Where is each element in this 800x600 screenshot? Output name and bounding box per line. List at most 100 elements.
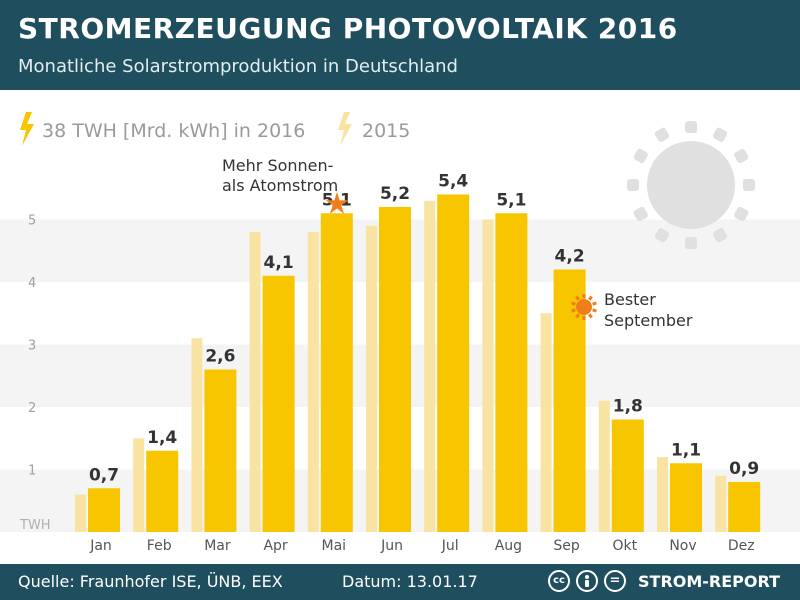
bar-2015 bbox=[133, 438, 145, 532]
y-tick-label: 2 bbox=[28, 401, 36, 416]
x-tick-label: Aug bbox=[495, 538, 522, 554]
annotation-may-line2: als Atomstrom bbox=[222, 176, 338, 195]
bar-2016 bbox=[146, 450, 179, 532]
bar-2016 bbox=[611, 419, 644, 532]
data-label: 0,7 bbox=[89, 465, 119, 485]
sun-ray bbox=[743, 179, 755, 191]
x-axis-labels: Jan Feb Mar Apr Mai Jun Jul Aug Sep Okt Nov Dez bbox=[89, 538, 754, 554]
sun-badge-icon bbox=[571, 294, 597, 320]
bar-2015 bbox=[715, 475, 727, 532]
data-label: 5,4 bbox=[438, 172, 468, 192]
bar-2015 bbox=[424, 200, 436, 532]
sun-badge-ray bbox=[588, 313, 593, 319]
value-labels: 0,71,42,64,15,15,25,45,14,21,81,10,9 bbox=[89, 172, 759, 486]
annotation-sep-line1: Bester bbox=[604, 290, 656, 309]
lightning-icon bbox=[20, 112, 34, 146]
bar-2015 bbox=[598, 400, 610, 532]
source-text: Quelle: Fraunhofer ISE, ÜNB, EEX bbox=[18, 572, 283, 591]
annotation-sep-line2: September bbox=[604, 311, 693, 330]
data-label: 5,2 bbox=[380, 184, 410, 204]
bar-2015 bbox=[540, 313, 552, 532]
sun-badge-ray bbox=[592, 301, 597, 306]
person-icon bbox=[576, 570, 598, 592]
x-tick-label: Apr bbox=[263, 538, 287, 554]
legend: 38 TWH [Mrd. kWh] in 2016 2015 bbox=[20, 112, 410, 146]
bar-2016 bbox=[670, 463, 702, 532]
x-tick-label: Okt bbox=[612, 538, 637, 554]
series-2015 bbox=[75, 200, 727, 532]
bar-2015 bbox=[249, 232, 261, 532]
bar-2015 bbox=[366, 225, 377, 532]
data-label: 4,2 bbox=[555, 247, 585, 267]
x-tick-label: Dez bbox=[728, 538, 755, 554]
sun-ray bbox=[685, 237, 697, 249]
sun-ray bbox=[734, 206, 749, 222]
annotation-may-line1: Mehr Sonnen- bbox=[222, 156, 333, 175]
legend-label-2015: 2015 bbox=[362, 120, 410, 142]
bar-2016 bbox=[379, 207, 411, 532]
x-tick-label: Sep bbox=[553, 538, 580, 554]
bar-2015 bbox=[657, 457, 668, 532]
x-tick-label: Jan bbox=[89, 538, 112, 554]
y-axis-ticks: 1 2 3 4 5 bbox=[28, 214, 36, 479]
sun-ray bbox=[627, 179, 639, 191]
cc-icon: cc bbox=[548, 570, 570, 592]
sun-badge-ray bbox=[592, 308, 597, 313]
x-tick-label: Jun bbox=[380, 538, 403, 554]
sun-badge-ray bbox=[582, 316, 586, 320]
x-tick-label: Jul bbox=[441, 538, 459, 554]
data-label: 1,8 bbox=[613, 397, 643, 417]
chart: 38 TWH [Mrd. kWh] in 2016 2015 TWH 1 2 3 4 5… bbox=[0, 112, 800, 554]
legend-label-2016: 38 TWH [Mrd. kWh] in 2016 bbox=[42, 120, 305, 142]
bar-2015 bbox=[482, 219, 494, 532]
bar-2016 bbox=[88, 488, 120, 532]
data-label: 4,1 bbox=[264, 253, 294, 273]
sun-ray bbox=[734, 148, 749, 164]
page-subtitle: Monatliche Solarstromproduktion in Deuts… bbox=[18, 56, 458, 77]
sun-ray bbox=[712, 127, 728, 142]
bar-2016 bbox=[437, 194, 470, 532]
lightning-icon bbox=[338, 112, 352, 146]
sun-badge-ray bbox=[571, 301, 576, 306]
bar-2015 bbox=[191, 338, 203, 532]
data-label: 0,9 bbox=[729, 459, 759, 479]
y-tick-label: 3 bbox=[28, 339, 36, 354]
x-tick-label: Feb bbox=[147, 538, 172, 554]
bar-2016 bbox=[495, 213, 528, 532]
y-tick-label: 1 bbox=[28, 464, 36, 479]
sun-badge-ray bbox=[582, 294, 586, 298]
star-icon bbox=[325, 192, 349, 214]
sun-badge-ray bbox=[571, 308, 576, 313]
data-label: 2,6 bbox=[205, 347, 235, 367]
data-label: 5,1 bbox=[496, 190, 526, 210]
y-axis-label: TWH bbox=[19, 518, 51, 533]
sun-badge-ray bbox=[588, 295, 593, 301]
bar-2016 bbox=[262, 275, 295, 532]
brand-name: STROM-REPORT bbox=[638, 572, 781, 591]
x-tick-label: Mar bbox=[204, 538, 231, 554]
sun-ray bbox=[633, 148, 648, 164]
y-tick-label: 4 bbox=[28, 276, 36, 291]
date-text: Datum: 13.01.17 bbox=[342, 572, 478, 591]
header: STROMERZEUGUNG PHOTOVOLTAIK 2016 Monatli… bbox=[0, 0, 800, 90]
data-label: 1,1 bbox=[671, 440, 701, 460]
equals-icon: = bbox=[604, 570, 626, 592]
x-tick-label: Mai bbox=[322, 538, 347, 554]
sun-ray bbox=[633, 206, 648, 222]
sun-ray bbox=[712, 228, 728, 243]
bar-2016 bbox=[204, 369, 237, 532]
sun-icon bbox=[627, 121, 755, 249]
bar-2015 bbox=[75, 494, 86, 532]
bar-2016 bbox=[728, 482, 761, 532]
page-title: STROMERZEUGUNG PHOTOVOLTAIK 2016 bbox=[18, 12, 678, 45]
y-tick-label: 5 bbox=[28, 214, 36, 229]
sun-ray bbox=[654, 228, 670, 243]
sun-ray bbox=[685, 121, 697, 133]
series-2016 bbox=[88, 194, 761, 532]
sun-ray bbox=[654, 127, 670, 142]
sun-badge-ray bbox=[575, 295, 580, 301]
x-tick-label: Nov bbox=[669, 538, 696, 554]
bar-2015 bbox=[307, 232, 319, 532]
sun-badge-ray bbox=[575, 313, 580, 319]
data-label: 1,4 bbox=[147, 428, 177, 448]
